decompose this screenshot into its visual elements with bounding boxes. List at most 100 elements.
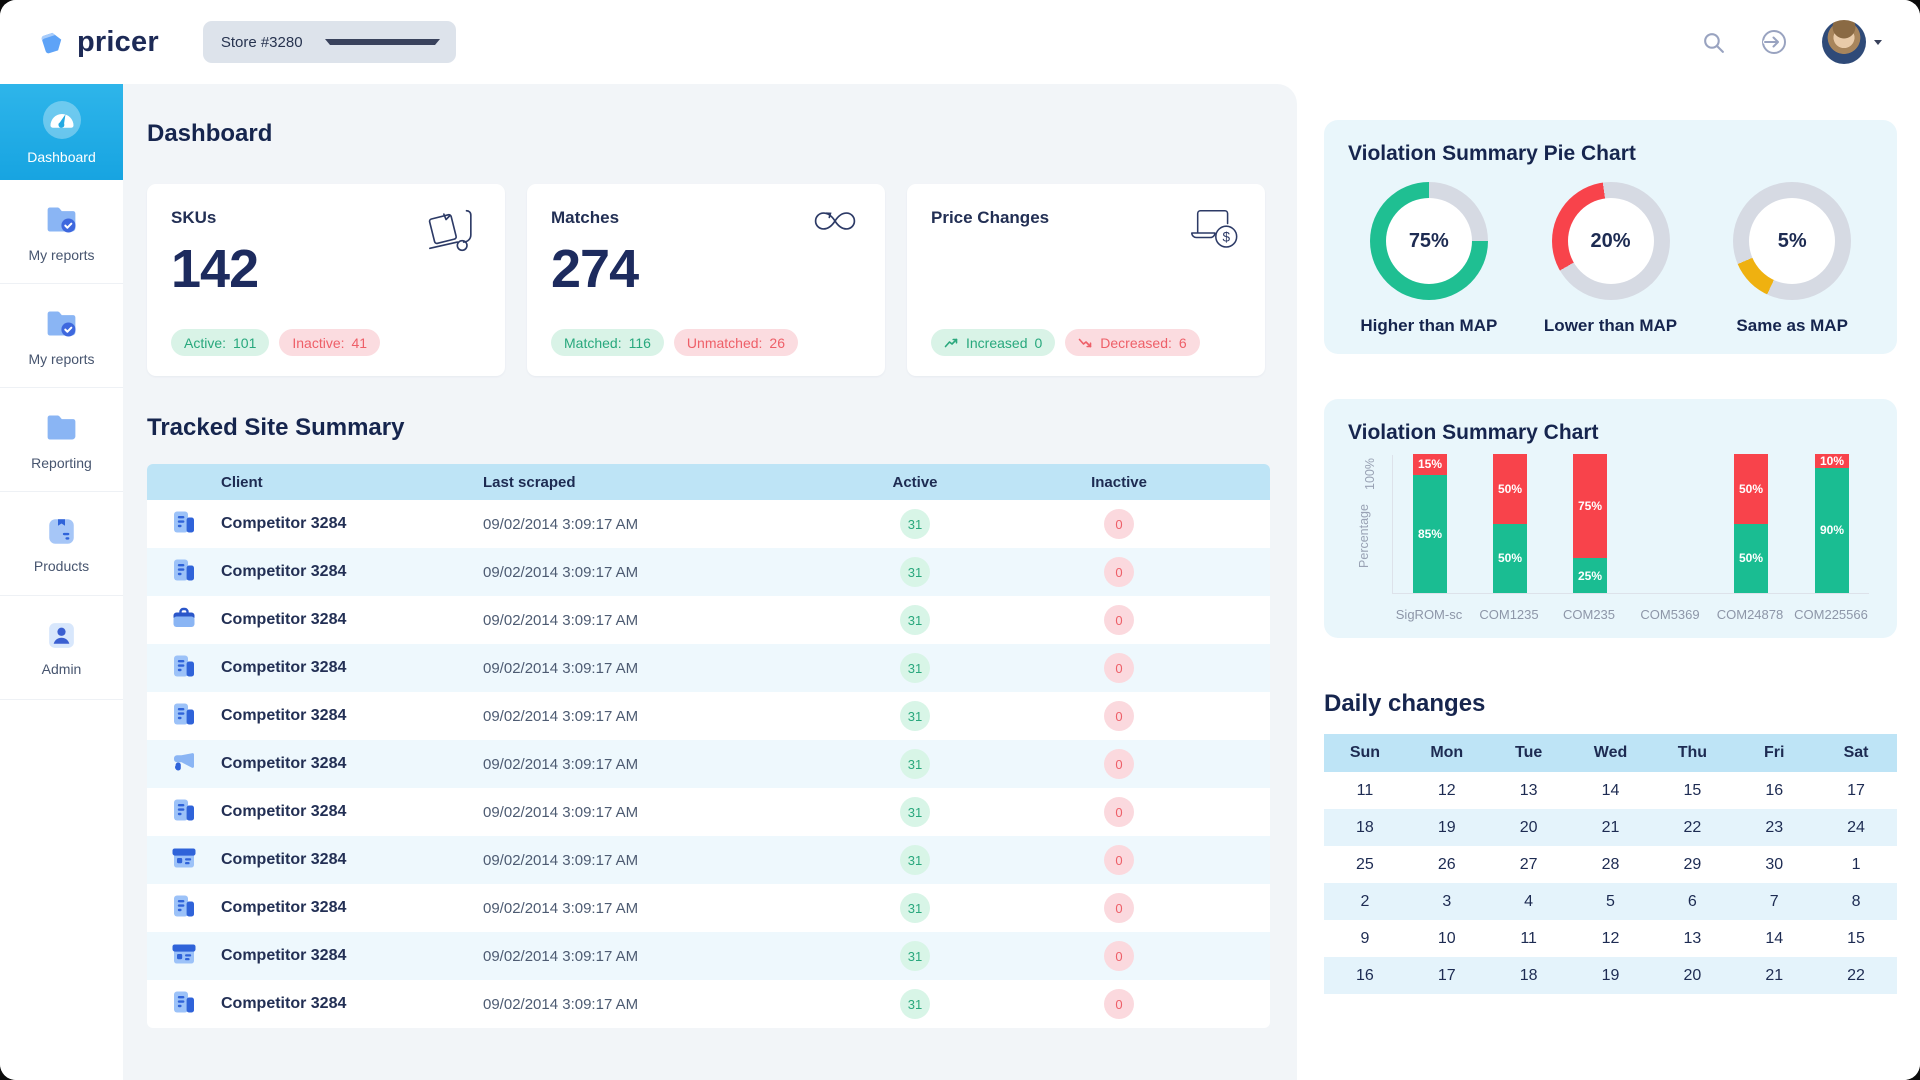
sidebar-item-label: Reporting [31,454,92,471]
calendar-week-row: 16 17 18 19 20 21 22 [1324,957,1897,994]
megaphone-icon [171,749,197,775]
user-menu[interactable] [1822,20,1882,64]
calendar-day: 30 [1765,855,1784,873]
weekday-wed: Wed [1593,744,1628,761]
calendar-day: 18 [1356,818,1374,836]
folder-check-icon [43,201,80,238]
calendar-day: 19 [1601,966,1620,984]
laptop-dollar-icon: $ [1185,204,1243,252]
donut-row: 75% Higher than MAP 20% Lower than MAP 5% Sam… [1324,182,1897,336]
calendar-day: 7 [1769,892,1779,910]
donut-value: 75% [1408,229,1449,252]
calendar-day: 11 [1520,929,1537,947]
badge-value: 6 [1178,334,1187,351]
badge-inactive: Inactive: 41 [279,329,381,356]
main-content: Dashboard SKUs 142 Active: 101 Inactive: 41 Ma… [123,84,1482,1080]
last-scraped: 09/02/2014 3:09:17 AM [483,659,639,677]
calendar-day: 18 [1519,966,1538,984]
sidebar-item-products[interactable]: Products [0,492,123,596]
table-row[interactable]: Competitor 3284 09/02/2014 3:09:17 AM 31 0 3… [147,168,1477,1080]
stat-card-skus: SKUs 142 Active: 101 Inactive: 41 [147,184,505,376]
stat-card-label: Matches [551,208,620,227]
calendar-day: 13 [1683,929,1702,947]
table-row[interactable]: Competitor 3284 09/02/2014 3:09:17 AM 31 0 3… [147,168,1477,1080]
inactive-count: 0 [1104,701,1134,731]
top-bar: pricer Store #3280 [0,0,1920,84]
pie-card-title: Violation Summary Pie Chart [1348,142,1636,165]
calendar-day: 27 [1519,855,1538,873]
bar-segment-green: 25% [1573,558,1607,593]
badge-label: Increased [966,334,1028,351]
col-active: Active [892,473,938,491]
table-row[interactable]: Competitor 3284 09/02/2014 3:09:17 AM 31 0 3… [147,168,1477,1080]
gauge-icon [42,100,82,140]
weekday-mon: Mon [1430,744,1464,761]
client-name: Competitor 3284 [221,755,347,772]
calendar-day: 28 [1601,855,1620,873]
calendar-day: 22 [1847,966,1865,984]
table-row[interactable]: Competitor 3284 09/02/2014 3:09:17 AM 31 0 3… [147,168,1477,1080]
sidebar: Dashboard My reports My reports Reporting Pr… [0,84,123,1080]
stacked-bar-com1235: 50% 50% [1493,454,1527,593]
badge-label: Unmatched: [686,334,763,351]
briefcase-icon [171,605,197,631]
storefront-icon [171,845,197,871]
calendar-day: 16 [1356,966,1374,984]
active-count: 31 [900,557,930,587]
pricer-tag-icon [38,28,67,57]
table-header-row: Client Last scraped Active Inactive Tota… [147,168,1482,1080]
sidebar-item-dashboard[interactable]: Dashboard [0,84,123,180]
table-row[interactable]: Competitor 3284 09/02/2014 3:09:17 AM 31 0 3… [147,168,1477,1080]
sidebar-item-label: My reports [28,246,95,263]
table-row[interactable]: Competitor 3284 09/02/2014 3:09:17 AM 31 0 3… [147,168,1477,1080]
table-row[interactable]: Competitor 3284 09/02/2014 3:09:17 AM 31 0 3… [147,168,1477,1080]
calendar-day: 16 [1765,781,1784,799]
sidebar-item-my-reports[interactable]: My reports [0,180,123,284]
trend-up-icon [944,337,959,349]
col-client: Client [221,473,263,491]
badge-label: Active: [184,334,227,351]
table-row[interactable]: Competitor 3284 09/02/2014 3:09:17 AM 31 0 3… [147,168,1477,1080]
sidebar-item-reporting[interactable]: Reporting [0,388,123,492]
bar-segment-red: 15% [1413,454,1447,475]
sidebar-item-admin[interactable]: Admin [0,596,123,700]
building-icon [171,557,197,583]
svg-text:$: $ [1222,230,1230,245]
signin-button[interactable] [1760,28,1788,56]
chevron-down-icon [1874,39,1882,45]
active-count: 31 [900,893,930,923]
avatar [1822,20,1866,64]
calendar-day: 20 [1519,818,1538,836]
table-row[interactable]: Competitor 3284 09/02/2014 3:09:17 AM 31 0 3… [147,168,1477,1080]
search-button[interactable] [1701,30,1726,55]
inactive-count: 0 [1104,653,1134,683]
last-scraped: 09/02/2014 3:09:17 AM [483,515,639,533]
table-row[interactable]: Competitor 3284 09/02/2014 3:09:17 AM 31 0 3… [147,168,1477,1080]
calendar-day: 20 [1683,966,1702,984]
stat-card-value: 274 [551,239,639,299]
store-selector[interactable]: Store #3280 [202,21,456,63]
inactive-count: 0 [1104,893,1134,923]
calendar-day: 21 [1601,818,1620,836]
donut-higher-than-map: 75% Higher than MAP [1338,182,1520,336]
client-name: Competitor 3284 [221,659,347,676]
calendar-day: 10 [1437,929,1456,947]
calendar-day: 17 [1847,781,1865,799]
col-inactive: Inactive [1091,473,1147,491]
stat-card-label: SKUs [171,208,217,227]
last-scraped: 09/02/2014 3:09:17 AM [483,851,639,869]
building-icon [171,893,197,919]
bar-category-label: COM235 [1562,607,1616,622]
building-icon [171,509,197,535]
table-row[interactable]: Competitor 3284 09/02/2014 3:09:17 AM 31 0 3… [147,168,1477,1080]
stat-cards: SKUs 142 Active: 101 Inactive: 41 Matches 274 Ma… [147,184,1270,376]
sidebar-item-label: Dashboard [27,148,96,165]
badge-active: Active: 101 [171,329,270,356]
logo-text: pricer [77,25,159,58]
stat-card-badges: Increased 0 Decreased: 6 [931,329,1241,356]
sidebar-item-my-reports-2[interactable]: My reports [0,284,123,388]
bar-category-label: COM1235 [1479,607,1539,622]
donut-chart: 20% [1551,182,1670,300]
active-count: 31 [900,605,930,635]
last-scraped: 09/02/2014 3:09:17 AM [483,803,639,821]
